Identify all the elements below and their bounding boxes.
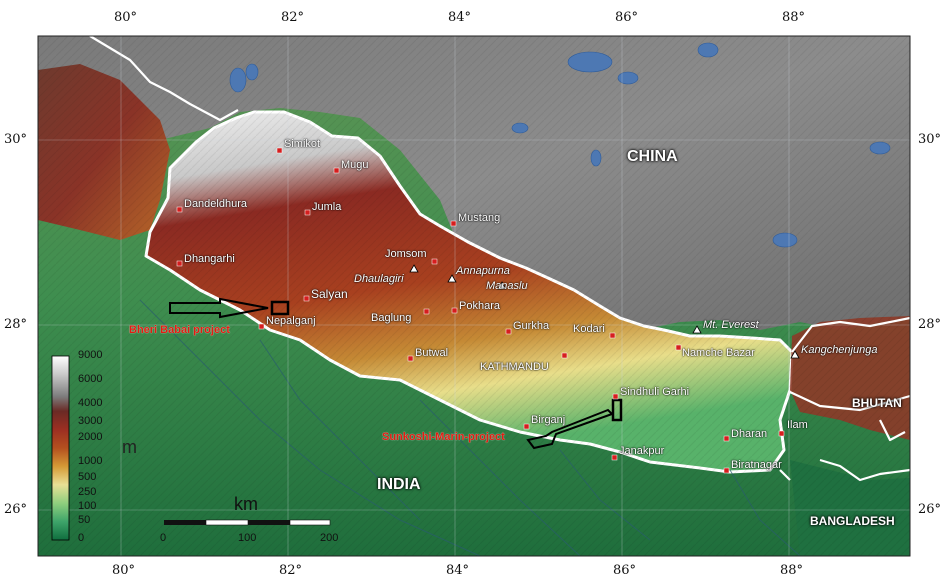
city-label-baglung: Baglung xyxy=(371,312,412,324)
peak-label-annapurna: Annapurna xyxy=(456,265,510,277)
city-label-jomsom: Jomsom xyxy=(385,248,427,260)
lat-label-30: 30° xyxy=(4,132,28,147)
city-label-butwal: Butwal xyxy=(415,347,449,359)
city-label-biratnagar: Biratnagar xyxy=(731,459,782,471)
graticule-lines xyxy=(38,36,910,556)
sunkoshi-marin-marker xyxy=(526,398,623,450)
country-label-india: INDIA xyxy=(377,476,421,493)
lon-label-82-bottom: 82° xyxy=(279,563,303,578)
legend-unit: m xyxy=(122,437,137,457)
lon-label-82: 82° xyxy=(281,10,305,25)
lakes xyxy=(229,42,891,248)
legend-value-1000: 1000 xyxy=(78,455,103,467)
city-label-namche-bazar: Namche Bazar xyxy=(682,347,755,359)
legend-value-250: 250 xyxy=(78,486,97,498)
lon-label-84: 84° xyxy=(448,10,472,25)
lon-label-88-bottom: 88° xyxy=(780,563,804,578)
country-label-bangladesh: BANGLADESH xyxy=(810,514,895,528)
peak-markers xyxy=(409,264,800,359)
legend-value-9000: 9000 xyxy=(78,349,103,361)
city-label-dandeldhura: Dandeldhura xyxy=(184,198,247,210)
city-label-nepalganj: Nepalganj xyxy=(266,315,316,327)
city-label-jumla: Jumla xyxy=(312,201,342,213)
lon-label-88: 88° xyxy=(782,10,806,25)
city-label-birganj: Birganj xyxy=(531,414,566,426)
scale-bar-graphic xyxy=(164,519,331,526)
peak-label-manaslu: Manaslu xyxy=(486,280,528,292)
lat-label-30-right: 30° xyxy=(918,132,942,147)
scale-tick-100: 100 xyxy=(238,532,257,544)
legend-value-3000: 3000 xyxy=(78,415,103,427)
legend-value-6000: 6000 xyxy=(78,373,103,385)
scale-tick-0: 0 xyxy=(160,532,167,544)
project-label-bheri-babai: Bheri Babai project xyxy=(129,324,230,336)
relief-texture xyxy=(38,36,910,556)
peak-label-kangchenjunga: Kangchenjunga xyxy=(801,344,878,356)
city-markers xyxy=(176,147,785,474)
city-label-pokhara: Pokhara xyxy=(459,300,500,312)
city-label-dharan: Dharan xyxy=(731,428,768,440)
lon-label-86-bottom: 86° xyxy=(613,563,637,578)
legend-value-0: 0 xyxy=(78,532,85,544)
country-label-china: CHINA xyxy=(627,148,678,165)
project-label-sunkoshi-marin: Sunkoshi-Marin-project xyxy=(382,431,505,443)
elevation-colorbar xyxy=(51,355,70,541)
lon-label-84-bottom: 84° xyxy=(446,563,470,578)
city-label-kathmandu: KATHMANDU xyxy=(480,361,549,373)
lon-label-80: 80° xyxy=(114,10,138,25)
country-label-bhutan: BHUTAN xyxy=(852,396,902,410)
peak-label-mt-everest: Mt. Everest xyxy=(703,319,759,331)
rivers xyxy=(139,299,801,557)
peak-label-dhaulagiri: Dhaulagiri xyxy=(354,273,404,285)
city-label-dhangarhi: Dhangarhi xyxy=(184,253,235,265)
city-label-simikot: Simikot xyxy=(284,138,321,150)
lon-label-86: 86° xyxy=(615,10,639,25)
legend-value-50: 50 xyxy=(78,514,91,526)
lat-label-28-right: 28° xyxy=(918,317,942,332)
legend-value-500: 500 xyxy=(78,471,97,483)
city-label-ilam: Ilam xyxy=(787,419,808,431)
city-label-mustang: Mustang xyxy=(458,212,501,224)
city-label-sindhuli-garhi: Sindhuli Garhi xyxy=(620,386,690,398)
lon-label-80-bottom: 80° xyxy=(112,563,136,578)
borders xyxy=(89,35,911,482)
bheri-babai-marker xyxy=(169,297,290,319)
scale-unit: km xyxy=(234,494,258,514)
legend-value-100: 100 xyxy=(78,500,97,512)
legend-value-2000: 2000 xyxy=(78,431,103,443)
scale-tick-200: 200 xyxy=(320,532,339,544)
city-label-gurkha: Gurkha xyxy=(513,320,550,332)
lat-label-28: 28° xyxy=(4,317,28,332)
city-label-mugu: Mugu xyxy=(341,159,369,171)
lat-label-26-right: 26° xyxy=(918,502,942,517)
legend-value-4000: 4000 xyxy=(78,397,103,409)
city-label-salyan: Salyan xyxy=(311,287,348,301)
city-label-kodari: Kodari xyxy=(573,323,605,335)
map-frame xyxy=(37,35,911,557)
lat-label-26: 26° xyxy=(4,502,28,517)
city-label-janakpur: Janakpur xyxy=(619,445,665,457)
